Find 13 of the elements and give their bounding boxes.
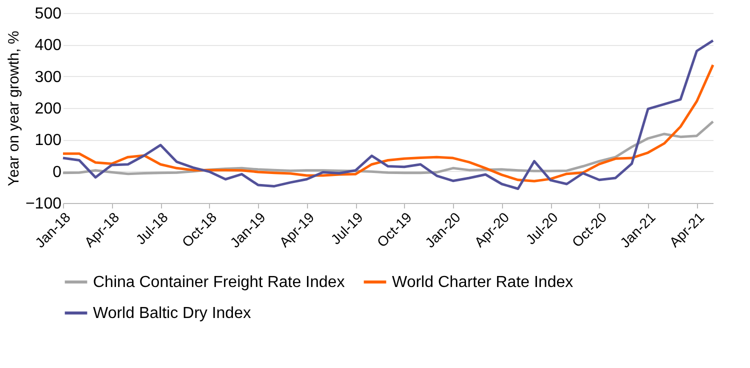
y-tick-label: 100 [34,132,62,150]
y-tick-label: 300 [34,68,62,86]
line-series [62,64,714,182]
y-tick-label: 200 [34,100,62,118]
legend-label: World Baltic Dry Index [93,305,251,322]
legend-label: World Charter Rate Index [392,274,574,291]
line-series [62,39,714,190]
y-axis-title: Year on year growth, % [5,30,22,186]
y-tick-label: −100 [25,196,62,212]
legend-label: China Container Freight Rate Index [93,274,345,291]
y-tick-label: 0 [52,164,62,181]
y-tick-label: 400 [34,37,62,54]
y-tick-label: 500 [34,6,62,22]
